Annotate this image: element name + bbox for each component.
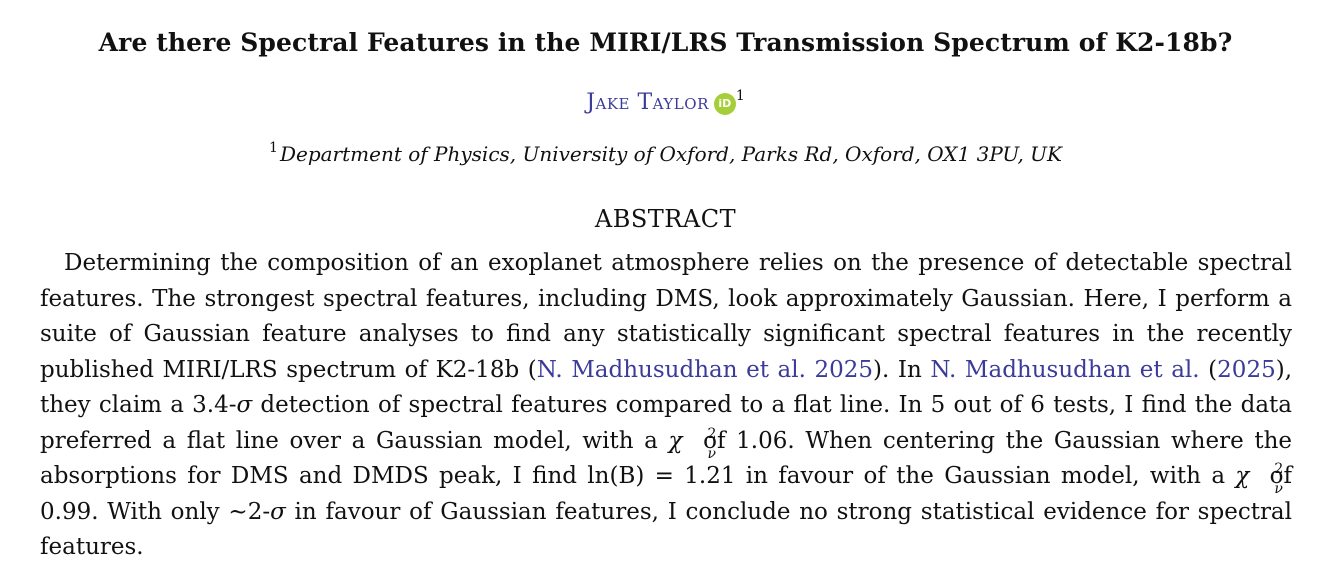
- citation-link-authors[interactable]: N. Madhusudhan et al.: [930, 356, 1200, 383]
- abstract-text-6: of 0.99. With only ∼2-: [40, 463, 1293, 525]
- abstract-text-4: detection of spectral features compared …: [40, 392, 1292, 454]
- abstract-text-1: Determining the composition of an exopla…: [40, 250, 1292, 383]
- citation-link-year[interactable]: 2025: [1217, 356, 1276, 383]
- abstract-paragraph: Determining the composition of an exopla…: [40, 246, 1292, 566]
- chi-subscript-2: ν: [1274, 481, 1283, 497]
- abstract-text-2b: (: [1199, 356, 1218, 383]
- author-affiliation-mark: 1: [735, 88, 745, 104]
- chi-superscript: 2: [707, 425, 717, 442]
- abstract-body: Determining the composition of an exopla…: [40, 246, 1292, 566]
- orcid-icon[interactable]: iD: [713, 93, 736, 115]
- sigma-symbol-2: σ: [270, 498, 286, 525]
- sigma-symbol: σ: [236, 392, 253, 418]
- paper-title: Are there Spectral Features in the MIRI/…: [98, 28, 1233, 57]
- abstract-text-5: of 1.06. When centering the Gaussian whe…: [40, 427, 1293, 490]
- abstract-heading: ABSTRACT: [594, 205, 737, 233]
- chi-superscript-2: 2: [1274, 461, 1284, 477]
- author-line: Jake Taylor iD 1: [0, 88, 1331, 115]
- affiliation-mark: 1: [269, 140, 278, 156]
- affiliation: 1 Department of Physics, University of Ox…: [0, 140, 1331, 166]
- affiliation-text: Department of Physics, University of Oxf…: [279, 142, 1062, 166]
- chi-subscript: ν: [707, 445, 716, 462]
- author-name[interactable]: Jake Taylor: [586, 90, 709, 115]
- chi-symbol: χ: [668, 427, 683, 454]
- chi-symbol-2: χ: [1235, 463, 1250, 489]
- citation-link[interactable]: N. Madhusudhan et al. 2025: [536, 356, 874, 383]
- abstract-text-7: in favour of Gaussian features, I conclu…: [40, 498, 1293, 561]
- abstract-text-2: ). In: [873, 356, 931, 383]
- abstract-text-3: ), they claim a 3.4-: [40, 356, 1293, 419]
